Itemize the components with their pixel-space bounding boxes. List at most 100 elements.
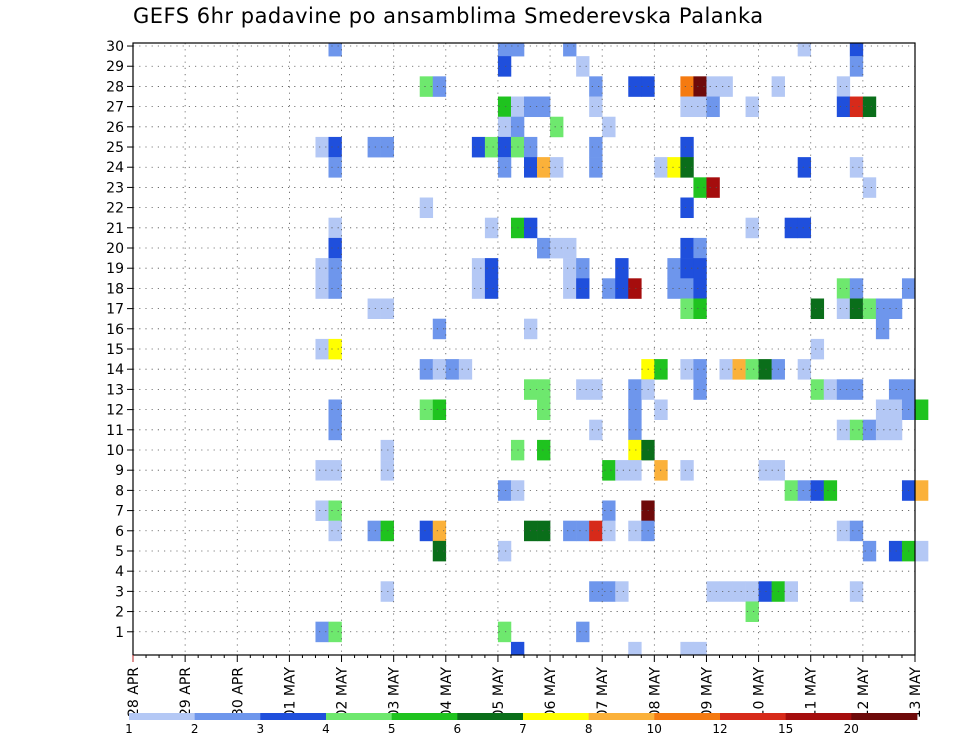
heatmap-cell (888, 379, 903, 400)
heatmap-cell (419, 520, 434, 542)
heatmap-cell (471, 258, 486, 279)
heatmap-cell (484, 217, 499, 239)
heatmap-cell (497, 480, 512, 501)
heatmap-cell (471, 278, 486, 299)
heatmap-cell (510, 641, 525, 656)
heatmap-cell (849, 43, 864, 57)
y-tick-label: 24 (106, 160, 124, 176)
heatmap-cell (693, 237, 707, 259)
colorbar-label: 12 (712, 722, 727, 736)
heatmap-cell (680, 359, 694, 380)
heatmap-cell (680, 278, 694, 299)
heatmap-cell (875, 318, 890, 340)
heatmap-cell (628, 520, 642, 542)
heatmap-cell (458, 359, 473, 380)
x-tick-label: 12 MAY (856, 667, 872, 719)
y-tick-label: 28 (106, 79, 124, 95)
heatmap-cell (589, 379, 603, 400)
colorbar-swatch (194, 713, 261, 720)
heatmap-cell (810, 338, 825, 360)
heatmap-cell (484, 258, 499, 279)
y-tick-label: 25 (106, 140, 124, 156)
heatmap-cell (836, 278, 851, 299)
y-tick-label: 23 (106, 180, 124, 196)
heatmap-cell (615, 460, 629, 481)
heatmap-cell (836, 298, 851, 319)
heatmap-cell (732, 581, 746, 602)
heatmap-cell (589, 76, 603, 97)
heatmap-cell (693, 278, 707, 299)
heatmap-cell (563, 237, 577, 259)
heatmap-cell (315, 621, 329, 643)
heatmap-cell (680, 460, 694, 481)
heatmap-cell (797, 480, 812, 501)
heatmap-cell (589, 136, 603, 158)
x-tick-label: 07 MAY (595, 667, 611, 719)
heatmap-cell (628, 76, 642, 97)
heatmap-cell (550, 157, 564, 178)
y-tick-label: 9 (115, 463, 124, 479)
heatmap-cell (849, 298, 864, 319)
heatmap-cell (328, 621, 342, 643)
heatmap-cell (758, 460, 772, 481)
colorbar-label: 6 (453, 722, 461, 736)
colorbar-label: 3 (256, 722, 264, 736)
heatmap-cell (537, 520, 551, 542)
heatmap-cell (315, 136, 329, 158)
heatmap-cell (862, 177, 877, 198)
heatmap-cell (419, 197, 434, 219)
heatmap-cell (797, 217, 812, 239)
x-tick-label: 09 MAY (700, 667, 716, 719)
heatmap-cell (732, 359, 746, 380)
y-tick-label: 14 (106, 362, 124, 378)
heatmap-cell (315, 338, 329, 360)
heatmap-cell (510, 43, 525, 57)
heatmap-cells (315, 43, 929, 656)
y-tick-label: 12 (106, 403, 124, 419)
heatmap-cell (745, 217, 759, 239)
heatmap-cell (915, 540, 929, 562)
colorbar-swatch (457, 713, 524, 720)
heatmap-cell (745, 359, 759, 380)
heatmap-cell (836, 96, 851, 118)
y-tick-label: 22 (106, 201, 124, 217)
heatmap-cell (745, 581, 759, 602)
heatmap-cell (367, 136, 381, 158)
heatmap-cell (589, 581, 603, 602)
y-tick-label: 8 (115, 483, 124, 499)
x-axis-ticks: 28 APR 29 APR 30 APR 01 MAY 02 MAY 03 MAY 04 M… (126, 655, 924, 718)
heatmap-cell (849, 520, 864, 542)
heatmap-cell (797, 43, 812, 57)
heatmap-cell (602, 500, 616, 521)
heatmap-cell (628, 460, 642, 481)
heatmap-cell (602, 520, 616, 542)
heatmap-cell (862, 298, 877, 319)
heatmap-cell (888, 540, 903, 562)
colorbar-swatch (391, 713, 458, 720)
heatmap-cell (693, 96, 707, 118)
heatmap-cell (589, 157, 603, 178)
colorbar-label: 10 (647, 722, 662, 736)
heatmap-cell (432, 76, 447, 97)
x-tick-label: 13 MAY (908, 667, 924, 719)
colorbar-swatch (523, 713, 590, 720)
heatmap-cell (576, 56, 590, 77)
y-tick-label: 11 (106, 423, 124, 439)
heatmap-cell (563, 278, 577, 299)
heatmap-cell (497, 157, 512, 178)
x-tick-label: 02 MAY (335, 667, 351, 719)
heatmap-cell (693, 177, 707, 198)
colorbar-label: 2 (191, 722, 199, 736)
heatmap-cell (667, 157, 681, 178)
heatmap-cell (589, 419, 603, 441)
colorbar: 1 2 3 4 5 6 7 8 10 12 15 20 (125, 713, 918, 736)
heatmap-cell (328, 258, 342, 279)
heatmap-cell (693, 379, 707, 400)
heatmap-cell (589, 520, 603, 542)
heatmap-cell (576, 379, 590, 400)
heatmap-cell (797, 157, 812, 178)
heatmap-cell (484, 136, 499, 158)
heatmap-cell (576, 258, 590, 279)
colorbar-swatch (129, 713, 196, 720)
